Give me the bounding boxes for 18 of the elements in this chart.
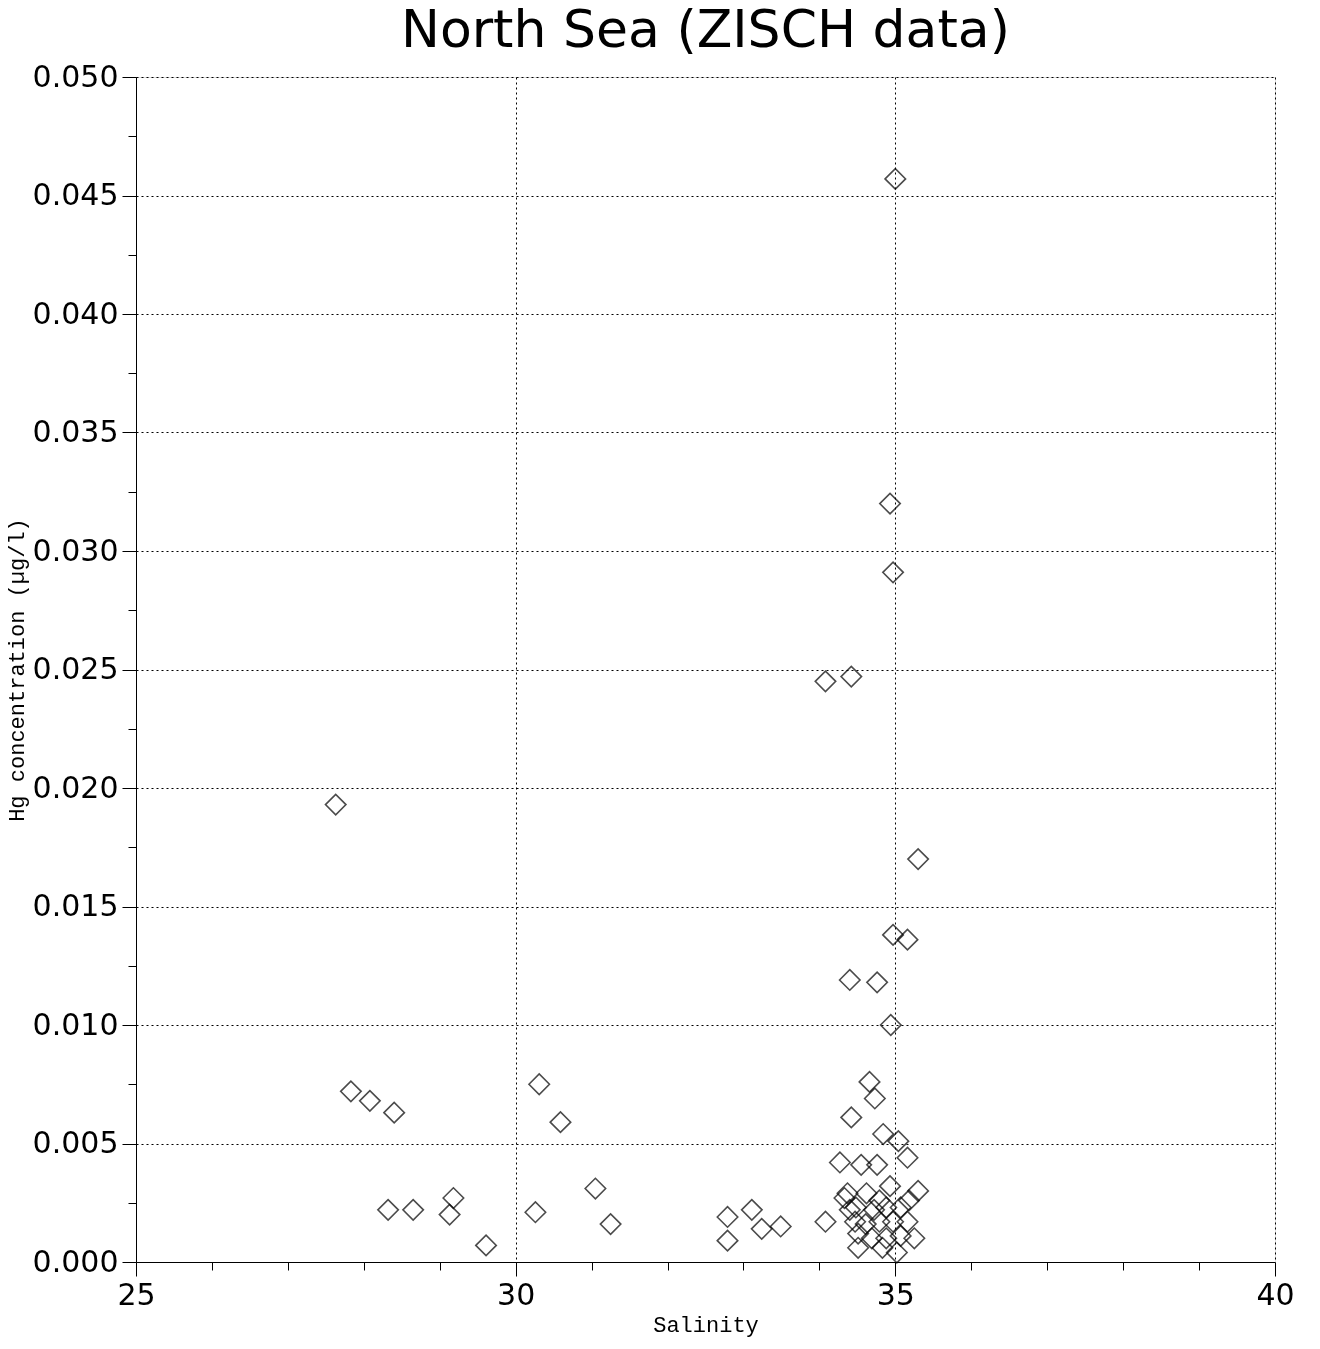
y-tick-label: 0.010 [32,1006,119,1042]
y-tick-label: 0.050 [32,58,119,94]
y-tick-label: 0.035 [32,414,119,449]
y-axis-title: Hg concentration (µg/l) [5,518,31,822]
x-tick-label: 35 [876,1276,915,1312]
y-tick-label: 0.045 [32,177,119,212]
y-tick-label: 0.020 [32,769,119,805]
y-tick-label: 0.015 [32,888,119,923]
x-tick-label: 25 [117,1276,156,1312]
chart-title: North Sea (ZISCH data) [401,0,1010,59]
y-tick-label: 0.040 [32,295,119,331]
y-tick-label: 0.000 [32,1243,119,1279]
y-tick-label: 0.025 [32,651,119,686]
x-tick-label: 40 [1256,1276,1295,1312]
x-tick-label: 30 [497,1276,536,1312]
x-axis-title: Salinity [653,1313,759,1339]
y-tick-label: 0.005 [32,1125,119,1160]
y-tick-label: 0.030 [32,532,119,568]
